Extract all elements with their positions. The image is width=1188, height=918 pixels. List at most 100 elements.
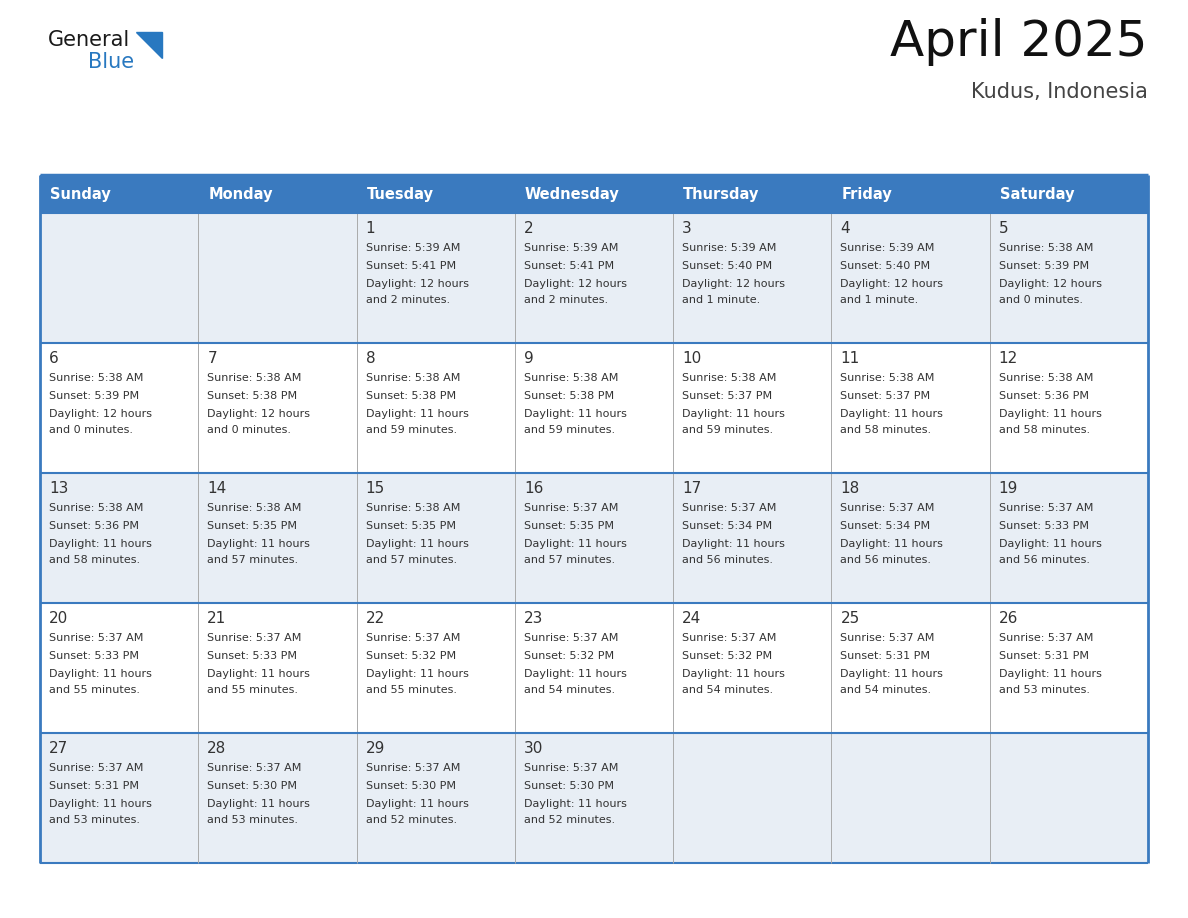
Text: Sunday: Sunday <box>50 186 110 201</box>
Text: Sunrise: 5:37 AM: Sunrise: 5:37 AM <box>999 503 1093 513</box>
Text: Sunrise: 5:38 AM: Sunrise: 5:38 AM <box>207 373 302 383</box>
Text: Daylight: 11 hours: Daylight: 11 hours <box>207 539 310 549</box>
Text: Wednesday: Wednesday <box>525 186 620 201</box>
Text: Sunrise: 5:37 AM: Sunrise: 5:37 AM <box>207 633 302 643</box>
Text: Daylight: 12 hours: Daylight: 12 hours <box>207 409 310 419</box>
Text: Daylight: 11 hours: Daylight: 11 hours <box>366 669 468 679</box>
Text: and 58 minutes.: and 58 minutes. <box>999 425 1089 435</box>
Text: Sunrise: 5:37 AM: Sunrise: 5:37 AM <box>366 763 460 773</box>
Text: Sunset: 5:34 PM: Sunset: 5:34 PM <box>840 521 930 531</box>
Text: Sunset: 5:33 PM: Sunset: 5:33 PM <box>999 521 1088 531</box>
Text: Daylight: 11 hours: Daylight: 11 hours <box>840 409 943 419</box>
Text: 14: 14 <box>207 481 227 496</box>
Text: and 2 minutes.: and 2 minutes. <box>524 295 608 305</box>
Text: Sunset: 5:30 PM: Sunset: 5:30 PM <box>366 781 455 791</box>
Text: and 58 minutes.: and 58 minutes. <box>840 425 931 435</box>
Text: and 56 minutes.: and 56 minutes. <box>840 555 931 565</box>
Text: Saturday: Saturday <box>1000 186 1074 201</box>
Text: Daylight: 11 hours: Daylight: 11 hours <box>524 669 627 679</box>
Text: Daylight: 11 hours: Daylight: 11 hours <box>366 539 468 549</box>
Text: Daylight: 11 hours: Daylight: 11 hours <box>49 669 152 679</box>
Text: 19: 19 <box>999 481 1018 496</box>
Text: and 52 minutes.: and 52 minutes. <box>366 815 456 825</box>
Text: and 53 minutes.: and 53 minutes. <box>49 815 140 825</box>
Bar <box>40 343 1148 473</box>
Text: Sunrise: 5:37 AM: Sunrise: 5:37 AM <box>999 633 1093 643</box>
Text: 30: 30 <box>524 741 543 756</box>
Text: and 0 minutes.: and 0 minutes. <box>999 295 1082 305</box>
Text: Sunset: 5:40 PM: Sunset: 5:40 PM <box>682 261 772 271</box>
Text: and 54 minutes.: and 54 minutes. <box>524 685 615 695</box>
Text: Sunset: 5:33 PM: Sunset: 5:33 PM <box>49 651 139 661</box>
Text: Daylight: 12 hours: Daylight: 12 hours <box>366 279 468 289</box>
Text: Sunset: 5:31 PM: Sunset: 5:31 PM <box>999 651 1088 661</box>
Text: Sunrise: 5:38 AM: Sunrise: 5:38 AM <box>999 373 1093 383</box>
Text: Sunrise: 5:37 AM: Sunrise: 5:37 AM <box>49 633 144 643</box>
Text: and 56 minutes.: and 56 minutes. <box>999 555 1089 565</box>
Text: 23: 23 <box>524 611 543 626</box>
Text: Daylight: 11 hours: Daylight: 11 hours <box>207 669 310 679</box>
Text: Kudus, Indonesia: Kudus, Indonesia <box>971 82 1148 102</box>
Text: Sunset: 5:35 PM: Sunset: 5:35 PM <box>524 521 614 531</box>
Text: Daylight: 11 hours: Daylight: 11 hours <box>682 669 785 679</box>
Text: Sunset: 5:34 PM: Sunset: 5:34 PM <box>682 521 772 531</box>
Text: 9: 9 <box>524 351 533 366</box>
Text: and 59 minutes.: and 59 minutes. <box>524 425 615 435</box>
Text: Sunset: 5:30 PM: Sunset: 5:30 PM <box>207 781 297 791</box>
Text: Sunset: 5:40 PM: Sunset: 5:40 PM <box>840 261 930 271</box>
Text: Daylight: 11 hours: Daylight: 11 hours <box>49 799 152 809</box>
Text: Sunrise: 5:38 AM: Sunrise: 5:38 AM <box>999 243 1093 253</box>
Text: 12: 12 <box>999 351 1018 366</box>
Text: and 0 minutes.: and 0 minutes. <box>207 425 291 435</box>
Text: 6: 6 <box>49 351 58 366</box>
Text: 26: 26 <box>999 611 1018 626</box>
Text: Sunset: 5:41 PM: Sunset: 5:41 PM <box>366 261 456 271</box>
Text: and 57 minutes.: and 57 minutes. <box>366 555 456 565</box>
Bar <box>832 175 990 213</box>
Text: 16: 16 <box>524 481 543 496</box>
Text: Sunset: 5:33 PM: Sunset: 5:33 PM <box>207 651 297 661</box>
Text: Monday: Monday <box>208 186 273 201</box>
Text: and 58 minutes.: and 58 minutes. <box>49 555 140 565</box>
Text: Sunset: 5:36 PM: Sunset: 5:36 PM <box>49 521 139 531</box>
Text: and 57 minutes.: and 57 minutes. <box>207 555 298 565</box>
Text: and 57 minutes.: and 57 minutes. <box>524 555 615 565</box>
Text: General: General <box>48 30 131 50</box>
Text: Daylight: 11 hours: Daylight: 11 hours <box>366 409 468 419</box>
Text: Thursday: Thursday <box>683 186 759 201</box>
Text: Daylight: 11 hours: Daylight: 11 hours <box>207 799 310 809</box>
Text: Sunrise: 5:38 AM: Sunrise: 5:38 AM <box>207 503 302 513</box>
Polygon shape <box>135 32 162 58</box>
Text: Daylight: 11 hours: Daylight: 11 hours <box>524 409 627 419</box>
Text: Sunset: 5:41 PM: Sunset: 5:41 PM <box>524 261 614 271</box>
Text: Sunset: 5:31 PM: Sunset: 5:31 PM <box>840 651 930 661</box>
Text: 17: 17 <box>682 481 701 496</box>
Text: Daylight: 12 hours: Daylight: 12 hours <box>840 279 943 289</box>
Text: Sunrise: 5:38 AM: Sunrise: 5:38 AM <box>840 373 935 383</box>
Text: 28: 28 <box>207 741 227 756</box>
Text: Daylight: 11 hours: Daylight: 11 hours <box>682 409 785 419</box>
Text: Sunrise: 5:37 AM: Sunrise: 5:37 AM <box>682 503 777 513</box>
Bar <box>514 175 674 213</box>
Bar <box>40 733 1148 863</box>
Text: and 55 minutes.: and 55 minutes. <box>49 685 140 695</box>
Text: Daylight: 12 hours: Daylight: 12 hours <box>999 279 1101 289</box>
Text: Sunset: 5:37 PM: Sunset: 5:37 PM <box>840 391 930 401</box>
Text: 11: 11 <box>840 351 860 366</box>
Text: Sunrise: 5:37 AM: Sunrise: 5:37 AM <box>524 763 618 773</box>
Text: Friday: Friday <box>841 186 892 201</box>
Text: Sunset: 5:38 PM: Sunset: 5:38 PM <box>524 391 614 401</box>
Text: 29: 29 <box>366 741 385 756</box>
Text: and 55 minutes.: and 55 minutes. <box>207 685 298 695</box>
Text: 15: 15 <box>366 481 385 496</box>
Text: Daylight: 11 hours: Daylight: 11 hours <box>999 539 1101 549</box>
Text: April 2025: April 2025 <box>891 18 1148 66</box>
Text: Sunset: 5:32 PM: Sunset: 5:32 PM <box>682 651 772 661</box>
Text: Sunrise: 5:38 AM: Sunrise: 5:38 AM <box>524 373 618 383</box>
Text: Sunrise: 5:37 AM: Sunrise: 5:37 AM <box>366 633 460 643</box>
Text: Daylight: 11 hours: Daylight: 11 hours <box>999 669 1101 679</box>
Text: Daylight: 12 hours: Daylight: 12 hours <box>49 409 152 419</box>
Text: 8: 8 <box>366 351 375 366</box>
Text: Sunrise: 5:37 AM: Sunrise: 5:37 AM <box>840 503 935 513</box>
Text: Sunset: 5:39 PM: Sunset: 5:39 PM <box>999 261 1089 271</box>
